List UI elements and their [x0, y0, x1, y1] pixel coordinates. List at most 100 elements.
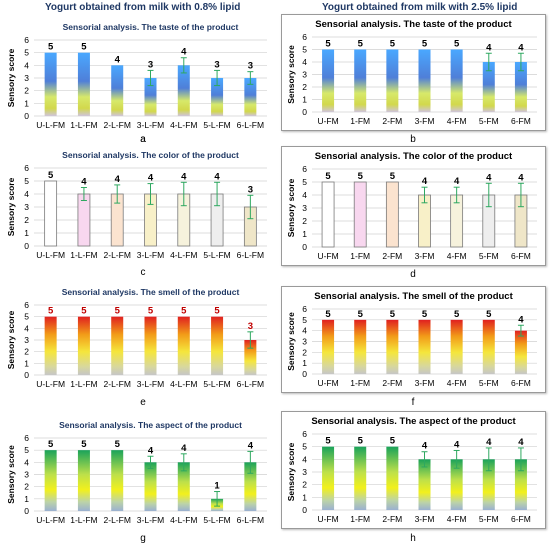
- y-tick-label: 3: [24, 202, 29, 212]
- bar: [418, 319, 431, 374]
- panel-label-g: g: [140, 533, 146, 544]
- chart-title: Sensorial analysis. The smell of the pro…: [62, 287, 240, 297]
- data-label: 4: [454, 176, 460, 187]
- data-label: 5: [358, 436, 364, 447]
- y-axis-label: Sensory score: [6, 177, 16, 236]
- x-tick-label: 6-L-FM: [237, 515, 264, 525]
- y-tick-label: 2: [24, 86, 29, 96]
- y-tick-label: 1: [24, 358, 29, 368]
- x-tick-label: U-FM: [317, 378, 338, 388]
- data-label: 5: [325, 39, 331, 50]
- y-tick-label: 6: [24, 163, 29, 173]
- y-tick-label: 3: [302, 337, 307, 347]
- bar: [353, 181, 367, 248]
- data-label: 5: [48, 170, 54, 181]
- data-label: 5: [48, 306, 54, 317]
- bar: [514, 62, 527, 112]
- x-tick-label: 3-L-FM: [137, 515, 164, 525]
- x-tick-label: U-L-FM: [36, 515, 65, 525]
- x-tick-label: 2-L-FM: [104, 250, 131, 260]
- data-label: 5: [115, 439, 121, 450]
- x-tick-label: 4-FM: [447, 378, 467, 388]
- data-label: 5: [390, 309, 396, 320]
- y-tick-label: 4: [24, 323, 29, 333]
- data-label: 4: [115, 174, 121, 185]
- y-tick-label: 2: [302, 216, 307, 226]
- y-tick-label: 4: [24, 457, 29, 467]
- data-label: 4: [81, 177, 87, 188]
- y-tick-label: 1: [302, 229, 307, 239]
- bar: [77, 316, 90, 375]
- y-axis-label: Sensory score: [6, 310, 16, 369]
- y-tick-label: 0: [24, 241, 29, 251]
- y-axis-label: Sensory score: [6, 48, 16, 107]
- y-tick-label: 2: [302, 480, 307, 490]
- x-tick-label: U-FM: [317, 251, 338, 261]
- bar: [514, 330, 527, 374]
- y-axis-label: Sensory score: [6, 445, 16, 504]
- x-tick-label: 1-L-FM: [70, 515, 97, 525]
- x-tick-label: 6-FM: [511, 514, 531, 524]
- chart-panel-f: Sensorial analysis. The smell of the pro…: [281, 286, 546, 393]
- y-tick-label: 1: [24, 98, 29, 108]
- bar: [44, 52, 57, 116]
- x-tick-label: U-FM: [317, 514, 338, 524]
- bar: [386, 319, 399, 374]
- data-label: 5: [390, 39, 396, 50]
- y-tick-label: 6: [24, 433, 29, 443]
- column-title-right: Yogurt obtained from milk with 2.5% lipi…: [322, 2, 518, 13]
- data-label: 5: [148, 306, 154, 317]
- data-label: 4: [518, 42, 524, 53]
- x-tick-label: 4-L-FM: [170, 250, 197, 260]
- y-tick-label: 1: [302, 358, 307, 368]
- data-label: 4: [518, 172, 524, 183]
- data-label: 5: [358, 309, 364, 320]
- bar: [482, 459, 495, 510]
- y-tick-label: 6: [302, 164, 307, 174]
- bar: [244, 462, 257, 511]
- bar: [322, 319, 335, 374]
- data-label: 4: [518, 437, 524, 448]
- x-tick-label: 5-FM: [479, 514, 499, 524]
- data-label: 4: [518, 314, 524, 325]
- bar: [44, 450, 57, 511]
- x-tick-label: U-L-FM: [36, 379, 65, 389]
- bar: [177, 65, 190, 116]
- data-label: 5: [454, 309, 460, 320]
- data-label: 5: [325, 309, 331, 320]
- bar: [450, 459, 463, 510]
- data-label: 4: [486, 437, 492, 448]
- y-tick-label: 1: [302, 95, 307, 105]
- chart-panel-h: Sensorial analysis. The aspect of the pr…: [281, 411, 546, 529]
- x-tick-label: U-FM: [317, 116, 338, 126]
- bar: [144, 316, 157, 375]
- x-tick-label: 1-FM: [350, 116, 370, 126]
- x-tick-label: 3-FM: [415, 378, 435, 388]
- y-tick-label: 2: [24, 215, 29, 225]
- y-tick-label: 4: [24, 60, 29, 70]
- data-label: 4: [181, 171, 187, 182]
- panel-label-h: h: [410, 533, 416, 544]
- data-label: 5: [81, 42, 87, 53]
- data-label: 4: [148, 445, 154, 456]
- y-tick-label: 5: [302, 45, 307, 55]
- x-tick-label: 1-L-FM: [70, 379, 97, 389]
- y-tick-label: 5: [24, 176, 29, 186]
- x-tick-label: 5-FM: [479, 251, 499, 261]
- bar: [244, 78, 257, 116]
- x-tick-label: 2-FM: [382, 378, 402, 388]
- y-axis-label: Sensory score: [286, 312, 296, 371]
- data-label: 5: [422, 39, 428, 50]
- x-tick-label: 6-FM: [511, 378, 531, 388]
- x-tick-label: 5-L-FM: [203, 379, 230, 389]
- x-tick-label: 2-FM: [382, 116, 402, 126]
- y-tick-label: 4: [24, 189, 29, 199]
- bar: [482, 62, 495, 112]
- y-tick-label: 6: [302, 304, 307, 314]
- column-title-left: Yogurt obtained from milk with 0.8% lipi…: [45, 2, 241, 13]
- y-tick-label: 4: [302, 190, 307, 200]
- chart-panel-a: Sensorial analysis. The taste of the pro…: [4, 18, 275, 145]
- data-label: 5: [214, 306, 220, 317]
- x-tick-label: 6-FM: [511, 251, 531, 261]
- bar: [354, 446, 367, 510]
